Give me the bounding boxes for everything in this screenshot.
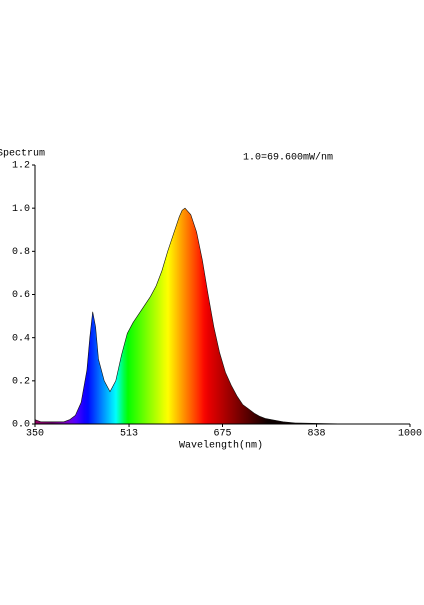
spectrum-area — [34, 207, 410, 425]
y-tick-label: 1.2 — [12, 161, 30, 172]
y-tick-label: 0.0 — [12, 420, 30, 431]
x-tick-label: 513 — [120, 429, 138, 440]
chart-title: Spectrum — [0, 149, 45, 160]
y-tick-label: 1.0 — [12, 204, 30, 215]
x-axis-label: Wavelength(nm) — [179, 440, 263, 452]
y-tick-label: 0.4 — [12, 333, 30, 344]
x-tick-label: 675 — [213, 429, 231, 440]
y-tick-label: 0.6 — [12, 290, 30, 301]
x-tick-label: 350 — [26, 429, 44, 440]
x-tick-label: 1000 — [398, 429, 422, 440]
y-tick-label: 0.8 — [12, 247, 30, 258]
y-tick-label: 0.2 — [12, 376, 30, 387]
x-tick-label: 838 — [308, 429, 326, 440]
annotation: 1.0=69.600mW/nm — [243, 152, 333, 164]
